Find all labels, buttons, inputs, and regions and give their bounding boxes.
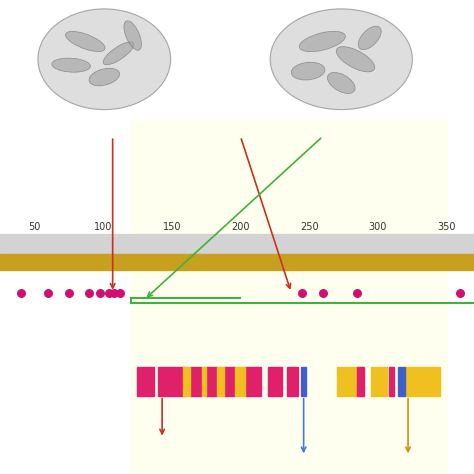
Bar bbox=[0, 234, 474, 254]
Text: 350: 350 bbox=[438, 222, 456, 232]
Bar bbox=[405, 367, 440, 396]
Point bbox=[17, 289, 24, 297]
Ellipse shape bbox=[328, 73, 355, 93]
Point bbox=[110, 289, 118, 297]
Ellipse shape bbox=[270, 9, 412, 109]
Bar bbox=[399, 367, 405, 396]
Ellipse shape bbox=[65, 31, 105, 52]
Bar bbox=[337, 367, 356, 396]
Bar bbox=[268, 367, 282, 396]
Point bbox=[319, 289, 327, 297]
Bar bbox=[235, 367, 245, 396]
Bar bbox=[183, 367, 190, 396]
Text: 150: 150 bbox=[163, 222, 181, 232]
Bar bbox=[371, 367, 387, 396]
Bar bbox=[137, 367, 154, 396]
Text: 200: 200 bbox=[231, 222, 250, 232]
Point bbox=[299, 289, 306, 297]
Ellipse shape bbox=[89, 68, 119, 86]
Bar bbox=[245, 367, 261, 396]
Point bbox=[354, 289, 361, 297]
Bar bbox=[202, 367, 206, 396]
Bar bbox=[357, 367, 364, 396]
Bar bbox=[0, 254, 474, 270]
Ellipse shape bbox=[292, 62, 325, 80]
Text: 50: 50 bbox=[28, 222, 41, 232]
Bar bbox=[190, 367, 201, 396]
Point bbox=[97, 289, 104, 297]
Ellipse shape bbox=[103, 42, 134, 65]
Bar bbox=[287, 367, 298, 396]
Bar bbox=[301, 367, 306, 396]
Bar bbox=[217, 367, 224, 396]
Ellipse shape bbox=[336, 46, 375, 72]
Bar bbox=[359, 367, 363, 396]
Point bbox=[85, 289, 93, 297]
Ellipse shape bbox=[38, 9, 171, 109]
Bar bbox=[158, 367, 185, 396]
Point bbox=[116, 289, 123, 297]
Bar bbox=[130, 118, 447, 474]
Bar bbox=[389, 367, 394, 396]
Ellipse shape bbox=[52, 58, 91, 72]
Ellipse shape bbox=[124, 21, 141, 50]
Bar bbox=[224, 367, 235, 396]
Text: 250: 250 bbox=[300, 222, 319, 232]
Text: 300: 300 bbox=[369, 222, 387, 232]
Point bbox=[456, 289, 464, 297]
Ellipse shape bbox=[358, 26, 381, 50]
Point bbox=[65, 289, 73, 297]
Bar bbox=[206, 367, 217, 396]
Point bbox=[105, 289, 112, 297]
Ellipse shape bbox=[299, 31, 346, 52]
Point bbox=[44, 289, 52, 297]
Text: 100: 100 bbox=[94, 222, 112, 232]
